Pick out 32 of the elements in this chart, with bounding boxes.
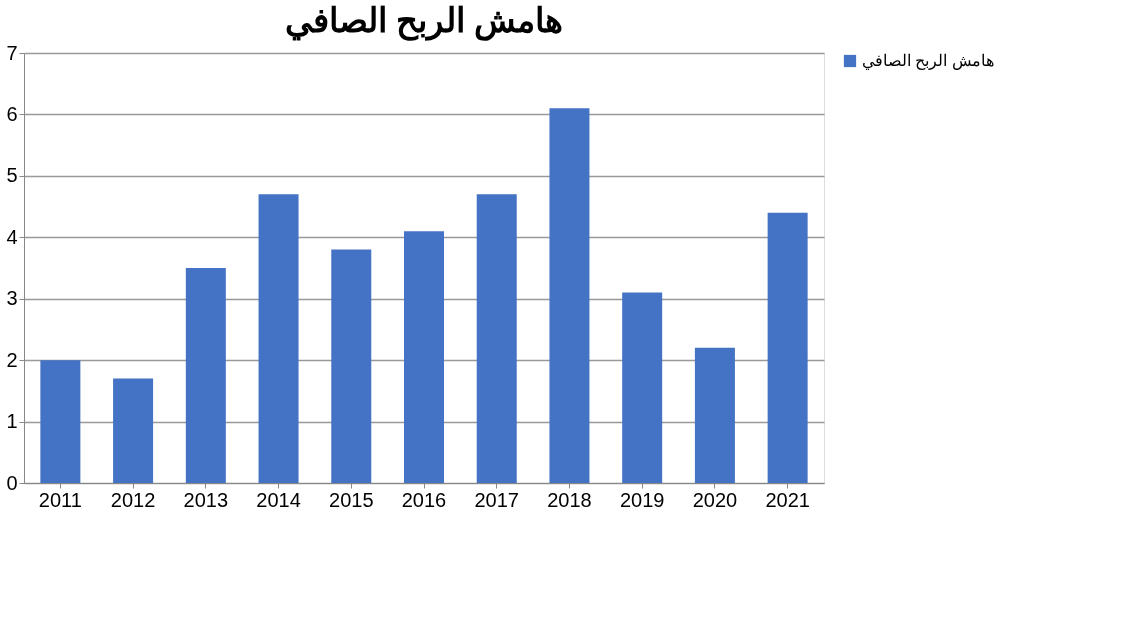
y-tick-label: 4 <box>6 225 18 248</box>
x-tick-label: 2018 <box>547 488 592 511</box>
y-tick-label: 1 <box>6 410 18 433</box>
bar <box>549 108 590 483</box>
x-tick-label: 2017 <box>474 488 519 511</box>
bar <box>622 292 663 483</box>
y-tick-label: 3 <box>6 287 18 310</box>
y-tick-label: 2 <box>6 348 18 371</box>
x-tick-label: 2020 <box>692 488 738 511</box>
y-tick-label: 5 <box>6 164 18 187</box>
x-tick-label: 2014 <box>256 488 301 511</box>
x-tick-label: 2013 <box>183 488 229 511</box>
bar <box>404 231 444 483</box>
y-tick-label: 7 <box>6 41 18 64</box>
bar <box>113 378 154 483</box>
y-tick-label: 0 <box>6 471 18 494</box>
x-tick-label: 2019 <box>619 488 665 511</box>
y-tick-label: 6 <box>6 102 18 125</box>
bar <box>331 249 372 483</box>
bar <box>694 347 735 483</box>
bar <box>40 360 81 483</box>
x-tick-label: 2015 <box>329 488 374 511</box>
x-tick-label: 2012 <box>110 488 156 511</box>
x-tick-label: 2021 <box>765 488 810 511</box>
x-tick-label: 2016 <box>401 488 447 511</box>
legend-label: هامش الربح الصافي <box>862 52 994 70</box>
bar <box>258 194 299 483</box>
chart-title: هامش الربح الصافي <box>284 1 564 41</box>
bar <box>767 212 808 483</box>
bar <box>185 268 226 483</box>
bar <box>476 194 517 483</box>
x-tick-label: 2011 <box>38 488 82 511</box>
